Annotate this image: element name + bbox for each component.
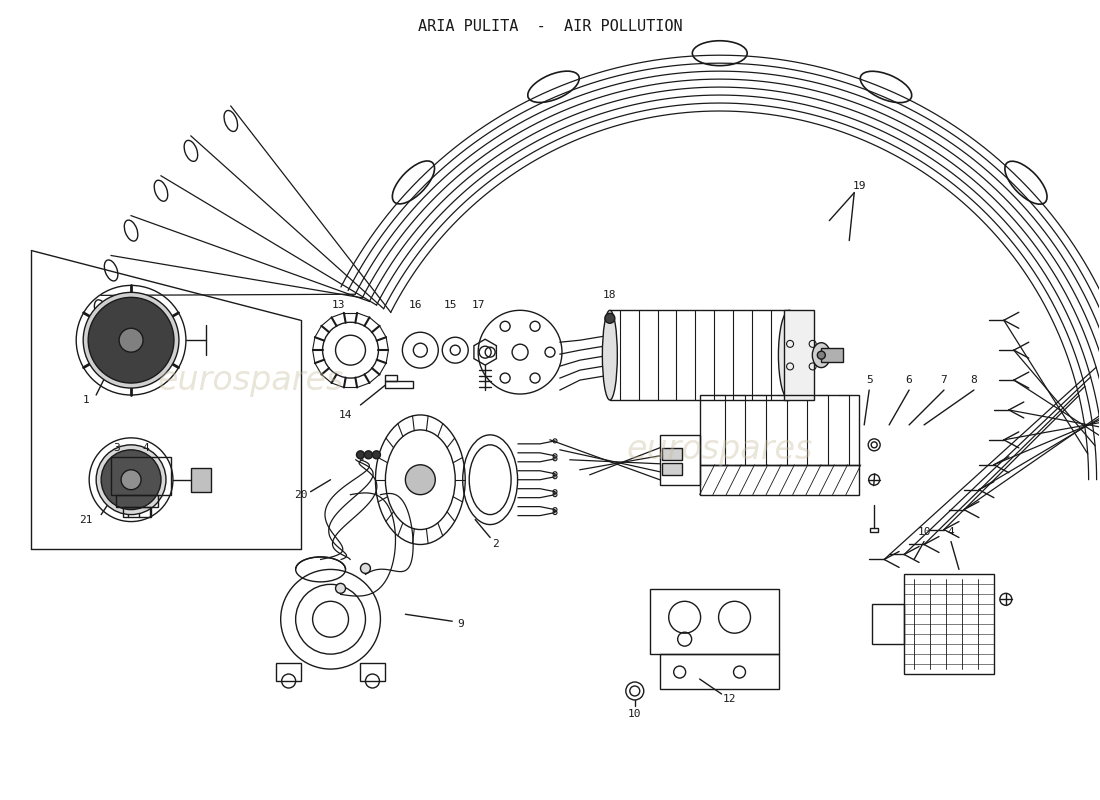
Text: 3: 3 — [112, 443, 120, 453]
Circle shape — [406, 465, 436, 494]
Text: 5: 5 — [866, 375, 872, 385]
Circle shape — [361, 563, 371, 574]
Text: 1: 1 — [82, 395, 89, 405]
Ellipse shape — [603, 310, 617, 400]
Text: 12: 12 — [723, 694, 736, 704]
Bar — [117, 494, 158, 506]
Bar — [662, 448, 682, 460]
Circle shape — [605, 314, 615, 323]
Text: 10: 10 — [628, 709, 641, 719]
Text: 19: 19 — [852, 181, 866, 190]
Circle shape — [364, 451, 373, 458]
Bar — [872, 604, 904, 644]
Bar — [650, 590, 780, 654]
Bar — [662, 462, 682, 474]
Circle shape — [96, 445, 166, 514]
Text: 13: 13 — [332, 300, 345, 310]
Bar — [700, 465, 859, 494]
Text: 18: 18 — [603, 290, 617, 300]
Bar — [700, 395, 859, 465]
Circle shape — [101, 450, 161, 510]
Bar — [385, 375, 397, 381]
Circle shape — [88, 298, 174, 383]
Bar — [660, 654, 780, 689]
Text: 17: 17 — [472, 300, 485, 310]
Text: 10: 10 — [917, 526, 931, 537]
Bar — [385, 381, 414, 388]
Text: 14: 14 — [339, 410, 352, 420]
Text: 21: 21 — [79, 514, 92, 525]
Bar — [660, 435, 700, 485]
Text: 20: 20 — [294, 490, 307, 500]
Circle shape — [373, 451, 381, 458]
Text: 4: 4 — [947, 526, 955, 537]
Text: 4: 4 — [143, 443, 150, 453]
Text: eurospares: eurospares — [626, 434, 813, 466]
Circle shape — [356, 451, 364, 458]
Bar — [822, 348, 844, 362]
Bar — [904, 574, 994, 674]
Text: 6: 6 — [905, 375, 913, 385]
Text: ARIA PULITA  -  AIR POLLUTION: ARIA PULITA - AIR POLLUTION — [418, 19, 682, 34]
Text: 15: 15 — [443, 300, 456, 310]
Ellipse shape — [779, 310, 801, 400]
Bar — [784, 310, 814, 400]
Bar — [276, 663, 300, 681]
Text: 8: 8 — [970, 375, 977, 385]
Circle shape — [121, 470, 141, 490]
Text: 7: 7 — [940, 375, 947, 385]
Bar — [609, 310, 790, 400]
Circle shape — [336, 583, 345, 594]
Text: 2: 2 — [492, 539, 498, 550]
Bar — [123, 506, 151, 517]
Circle shape — [817, 351, 825, 359]
Text: 16: 16 — [408, 300, 422, 310]
Text: eurospares: eurospares — [157, 363, 344, 397]
Bar — [870, 527, 878, 531]
Bar — [361, 663, 385, 681]
Ellipse shape — [812, 342, 830, 368]
Circle shape — [84, 292, 179, 388]
Text: 9: 9 — [456, 619, 463, 630]
Bar — [111, 457, 170, 494]
Circle shape — [119, 328, 143, 352]
Bar — [191, 468, 211, 492]
